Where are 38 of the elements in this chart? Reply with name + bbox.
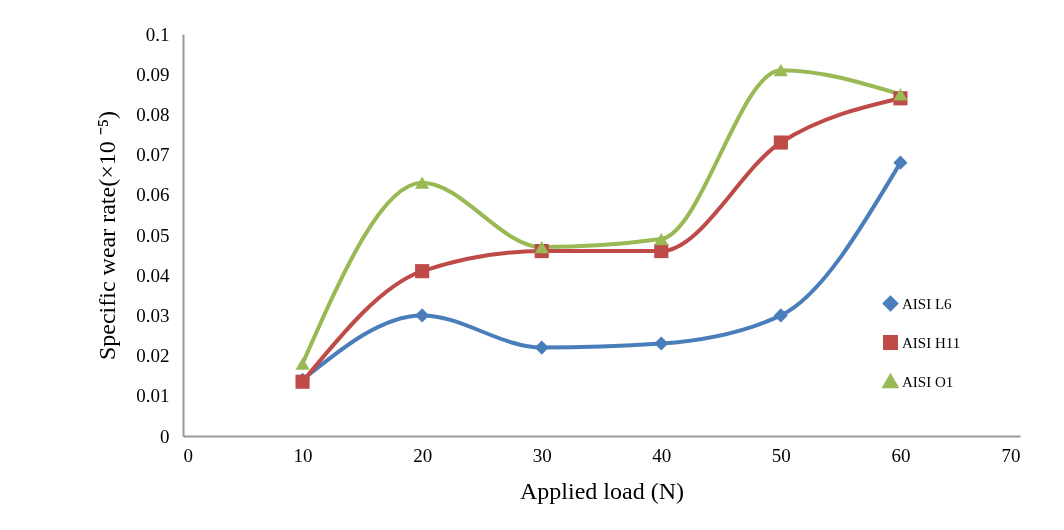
point	[415, 264, 430, 279]
x-tick-label: 10	[293, 444, 313, 466]
x-tick-label: 40	[652, 444, 672, 466]
point	[893, 88, 908, 101]
y-axis-title: Specific wear rate(×10 ⁻⁵)	[94, 110, 121, 361]
x-tick-label: 70	[1001, 444, 1021, 466]
x-tick-label: 50	[771, 444, 791, 466]
point	[534, 240, 549, 254]
point	[893, 155, 908, 170]
point	[773, 135, 788, 150]
y-tick-label: 0	[160, 425, 170, 447]
point	[654, 336, 669, 351]
x-axis-title: Applied load (N)	[520, 477, 684, 504]
y-tick-label: 0.03	[136, 304, 170, 326]
x-tick-label: 60	[891, 444, 911, 466]
legend-label: AISI H11	[902, 334, 961, 351]
y-tick-label: 0.01	[136, 385, 170, 407]
point	[654, 244, 669, 259]
point	[415, 176, 430, 189]
point	[654, 232, 669, 246]
point	[773, 308, 788, 323]
y-tick-label: 0.1	[145, 23, 170, 45]
point	[534, 340, 549, 355]
x-tick-label: 0	[183, 444, 193, 466]
point	[415, 308, 430, 323]
y-tick-label: 0.04	[136, 264, 170, 286]
y-tick-label: 0.05	[136, 224, 170, 246]
legend-label: AISI O1	[902, 373, 954, 390]
y-tick-label: 0.07	[136, 144, 170, 166]
legend-label: AISI L6	[902, 295, 953, 312]
y-tick-label: 0.08	[136, 103, 170, 125]
point	[773, 64, 788, 77]
y-tick-label: 0.09	[136, 63, 170, 85]
point	[295, 357, 310, 370]
y-tick-label: 0.06	[136, 184, 170, 206]
y-tick-label: 0.02	[136, 345, 170, 367]
x-tick-label: 30	[532, 444, 552, 466]
x-tick-label: 20	[413, 444, 433, 466]
